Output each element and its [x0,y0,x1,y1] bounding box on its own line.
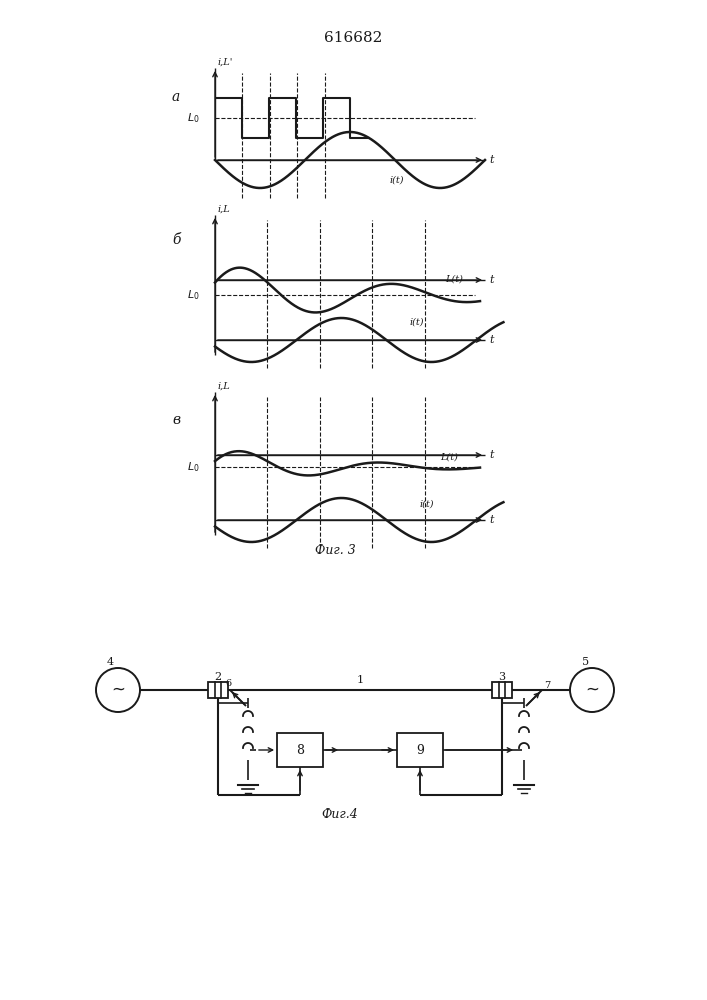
Text: в: в [172,413,180,427]
Text: i,L: i,L [218,381,230,390]
Text: 6: 6 [225,680,231,688]
Text: 5: 5 [583,657,590,667]
Text: а: а [172,90,180,104]
Text: 7: 7 [544,682,550,690]
Text: t: t [489,275,493,285]
Text: ~: ~ [585,681,599,699]
Text: t: t [489,155,493,165]
Text: i(t): i(t) [390,176,404,184]
Text: Фиг. 3: Фиг. 3 [315,544,356,556]
Bar [208,682,228,698]
Text: i(t): i(t) [420,499,435,508]
Text: i,L: i,L [218,205,230,214]
Bar [277,733,323,767]
Text: t: t [489,450,493,460]
Text: $L_0$: $L_0$ [187,288,199,302]
Text: t: t [489,335,493,345]
Bar [397,733,443,767]
Text: L(t): L(t) [440,452,458,462]
Text: $L_0$: $L_0$ [187,460,199,474]
Text: L(t): L(t) [445,274,463,284]
Text: $L_0$: $L_0$ [187,111,199,125]
Text: t: t [489,515,493,525]
Text: 616682: 616682 [324,31,382,45]
Text: 3: 3 [498,672,506,682]
Text: 1: 1 [356,675,363,685]
Text: ~: ~ [111,681,125,699]
Text: i(t): i(t) [410,318,424,326]
Text: 2: 2 [214,672,221,682]
Bar [492,682,512,698]
Text: 8: 8 [296,744,304,756]
Text: Фиг.4: Фиг.4 [322,808,358,822]
Text: i,L': i,L' [218,57,233,66]
Text: 9: 9 [416,744,424,756]
Text: б: б [172,233,180,247]
Text: 4: 4 [107,657,114,667]
